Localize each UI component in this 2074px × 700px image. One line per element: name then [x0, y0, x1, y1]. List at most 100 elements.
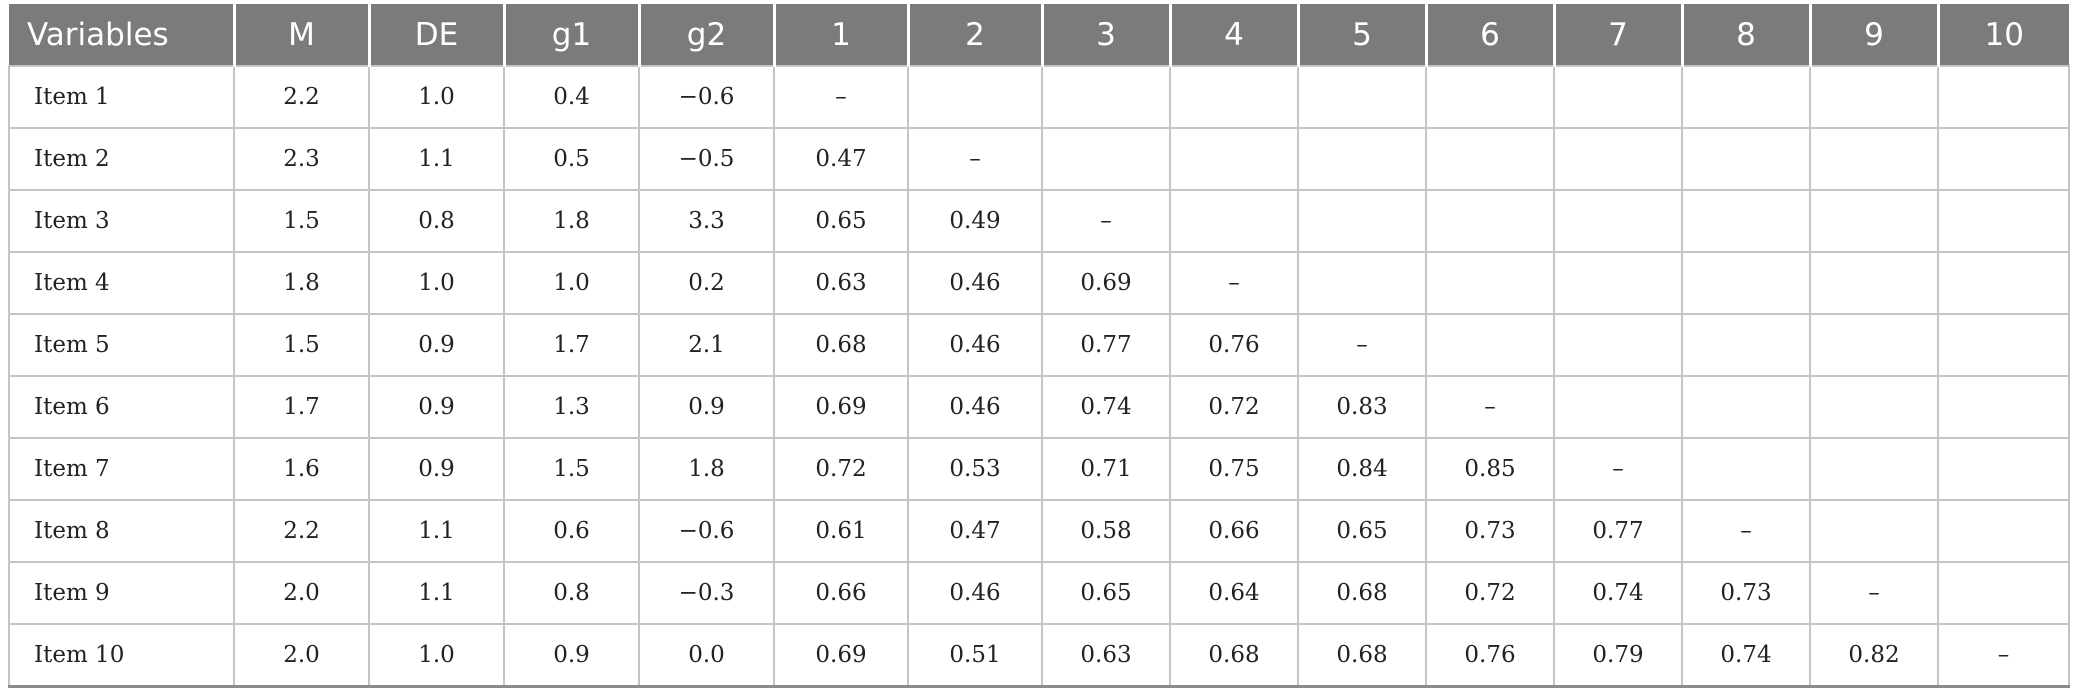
table-cell [1809, 127, 1939, 191]
table-cell: 0.9 [368, 437, 505, 501]
table-cell [1297, 65, 1427, 129]
row-label: Item 3 [8, 189, 235, 253]
table-row: Item 9 2.0 1.1 0.8 −0.3 0.66 0.46 0.65 0.64 0.68 0… [8, 561, 2070, 625]
table-cell [1937, 375, 2070, 439]
table-cell [1553, 65, 1683, 129]
table-cell: 0.84 [1297, 437, 1427, 501]
column-header: 8 [1680, 4, 1810, 66]
row-label: Item 5 [8, 313, 235, 377]
table-row: Item 5 1.5 0.9 1.7 2.1 0.68 0.46 0.77 0.76– [8, 313, 2070, 377]
table-cell: – [1041, 189, 1171, 253]
table-cell: 1.5 [503, 437, 640, 501]
table-cell: 0.76 [1169, 313, 1299, 377]
column-header: 1 [772, 4, 908, 66]
table-row: Item 1 2.2 1.0 0.4 −0.6– [8, 65, 2070, 129]
table-cell: 0.69 [773, 375, 909, 439]
table-cell: 0.73 [1425, 499, 1555, 563]
table-cell: 3.3 [638, 189, 775, 253]
table-cell: 0.85 [1425, 437, 1555, 501]
table-cell [1041, 127, 1171, 191]
column-header: 5 [1296, 4, 1426, 66]
table-cell: 1.1 [368, 499, 505, 563]
table-cell: 0.65 [773, 189, 909, 253]
table-cell: 0.65 [1041, 561, 1171, 625]
table-cell: 0.46 [907, 375, 1043, 439]
table-cell [1297, 251, 1427, 315]
table-cell: 1.8 [503, 189, 640, 253]
table-cell: 0.9 [503, 623, 640, 687]
table-cell: 1.1 [368, 127, 505, 191]
table-cell: 0.77 [1553, 499, 1683, 563]
table-cell [1681, 437, 1811, 501]
column-header: 4 [1168, 4, 1298, 66]
table-cell [1809, 313, 1939, 377]
table-cell: 1.0 [368, 623, 505, 687]
table-cell [907, 65, 1043, 129]
table-cell: 1.0 [503, 251, 640, 315]
table-cell [1169, 65, 1299, 129]
table-cell: 0.6 [503, 499, 640, 563]
table-cell [1809, 375, 1939, 439]
table-cell: 1.7 [233, 375, 370, 439]
row-label: Item 6 [8, 375, 235, 439]
table-cell: 0.4 [503, 65, 640, 129]
table-cell: 0.68 [1297, 561, 1427, 625]
table-cell: 2.2 [233, 65, 370, 129]
column-header: 10 [1936, 4, 2069, 66]
table-row: Item 7 1.6 0.9 1.5 1.8 0.72 0.53 0.71 0.75 0.84 0.… [8, 437, 2070, 501]
table-cell [1937, 499, 2070, 563]
table-cell: 2.3 [233, 127, 370, 191]
table-cell: 0.58 [1041, 499, 1171, 563]
table-cell: 0.74 [1041, 375, 1171, 439]
table-cell: 0.49 [907, 189, 1043, 253]
table-cell: 1.8 [233, 251, 370, 315]
table-cell: 0.71 [1041, 437, 1171, 501]
table-cell: −0.6 [638, 499, 775, 563]
table-cell: – [1809, 561, 1939, 625]
table-cell: 2.1 [638, 313, 775, 377]
table-cell: 0.61 [773, 499, 909, 563]
table-cell [1425, 127, 1555, 191]
row-label: Item 2 [8, 127, 235, 191]
table-cell [1937, 65, 2070, 129]
table-cell [1681, 375, 1811, 439]
table-cell: −0.5 [638, 127, 775, 191]
table-cell: 0.46 [907, 251, 1043, 315]
table-cell [1425, 65, 1555, 129]
table-cell: 0.0 [638, 623, 775, 687]
table-cell [1937, 127, 2070, 191]
row-label: Item 1 [8, 65, 235, 129]
table-cell: 0.2 [638, 251, 775, 315]
table-cell [1809, 437, 1939, 501]
header-row: Variables M DE g1 g2 1 2 3 4 5 6 7 8 9 10 [9, 4, 2069, 66]
table-cell [1169, 189, 1299, 253]
table-row: Item 2 2.3 1.1 0.5 −0.5 0.47– [8, 127, 2070, 191]
table-cell: 0.74 [1553, 561, 1683, 625]
table-cell: 0.65 [1297, 499, 1427, 563]
table-cell: 0.46 [907, 313, 1043, 377]
table-cell: 0.8 [368, 189, 505, 253]
table-cell: 0.5 [503, 127, 640, 191]
table-cell: – [907, 127, 1043, 191]
table-row: Item 3 1.5 0.8 1.8 3.3 0.65 0.49– [8, 189, 2070, 253]
table-cell: 1.1 [368, 561, 505, 625]
table-row: Item 6 1.7 0.9 1.3 0.9 0.69 0.46 0.74 0.72 0.83– [8, 375, 2070, 439]
table-cell: 0.69 [773, 623, 909, 687]
table-cell: – [1297, 313, 1427, 377]
table-cell: 0.72 [1425, 561, 1555, 625]
table-cell: 0.68 [1169, 623, 1299, 687]
table-cell: 0.66 [1169, 499, 1299, 563]
table-cell: 1.0 [368, 65, 505, 129]
table-cell: – [1553, 437, 1683, 501]
table-cell: – [773, 65, 909, 129]
table-cell: 2.2 [233, 499, 370, 563]
column-header: g2 [637, 4, 774, 66]
column-header: DE [367, 4, 504, 66]
column-header: 2 [906, 4, 1042, 66]
table-cell: 0.68 [1297, 623, 1427, 687]
table-cell: – [1681, 499, 1811, 563]
table-cell [1681, 251, 1811, 315]
table-cell [1553, 127, 1683, 191]
column-header: 9 [1808, 4, 1938, 66]
table-cell: 0.9 [368, 375, 505, 439]
